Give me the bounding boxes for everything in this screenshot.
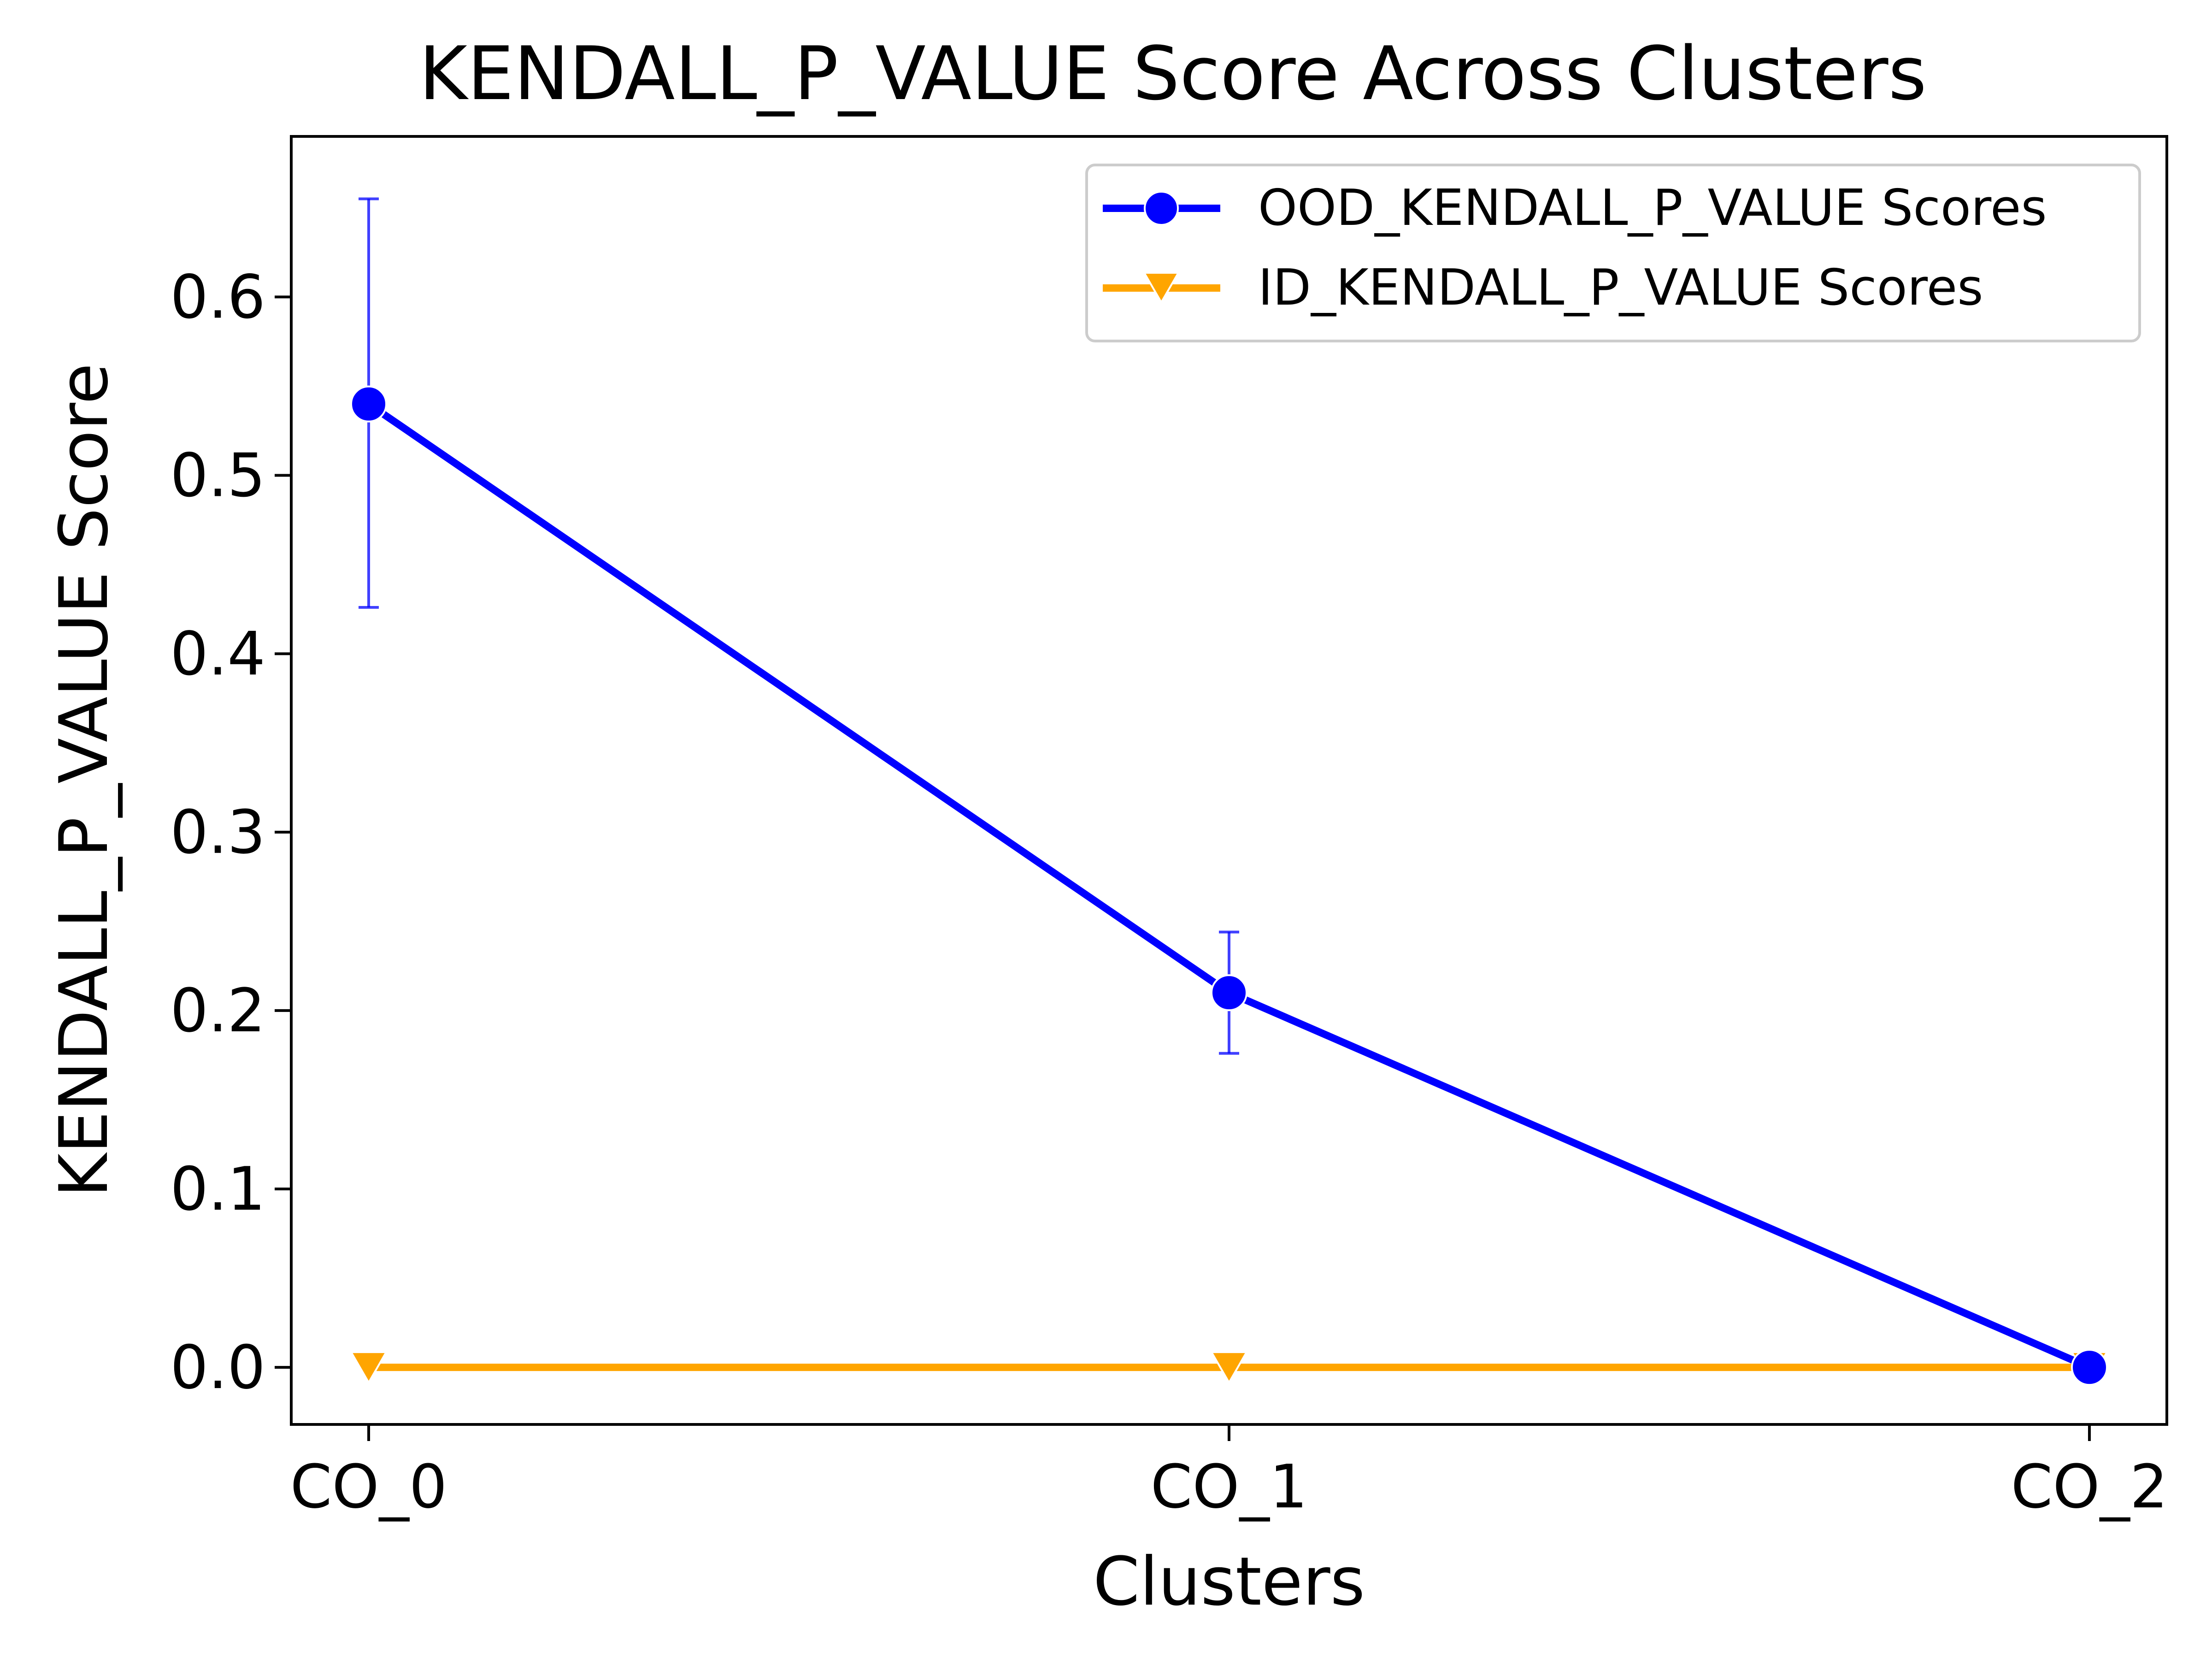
x-axis-label: Clusters: [1093, 1543, 1365, 1621]
chart-title: KENDALL_P_VALUE Score Across Clusters: [419, 30, 1927, 117]
x-tick-label: CO_2: [2011, 1452, 2168, 1522]
data-point-ood-0: [350, 385, 388, 423]
y-tick-label: 0.5: [170, 441, 265, 511]
y-tick-label: 0.4: [170, 619, 265, 689]
legend-swatch-marker-id: [1142, 272, 1180, 304]
y-tick-label: 0.3: [170, 797, 265, 867]
y-tick-label: 0.0: [170, 1332, 265, 1402]
y-tick-label: 0.2: [170, 976, 265, 1046]
x-tick-label: CO_0: [290, 1452, 447, 1522]
plot-area: [349, 197, 2109, 1386]
data-point-ood-2: [2071, 1349, 2108, 1386]
y-tick-label: 0.1: [170, 1154, 265, 1224]
legend-frame: [1085, 164, 2141, 342]
data-point-id-1: [1210, 1351, 1248, 1385]
legend-label-ood: OOD_KENDALL_P_VALUE Scores: [1258, 179, 2047, 237]
y-tick-label: 0.6: [170, 262, 265, 332]
data-point-ood-1: [1211, 974, 1247, 1012]
axis-ticks: 0.0 0.1 0.2 0.3 0.4 0.5 0.6 CO_0 CO_1 CO_2: [170, 262, 2168, 1522]
x-tick-label: CO_1: [1151, 1452, 1308, 1522]
legend-label-id: ID_KENDALL_P_VALUE Scores: [1258, 259, 1983, 317]
data-point-id-0: [349, 1351, 388, 1385]
y-axis-label: KENDALL_P_VALUE Score: [45, 363, 123, 1197]
legend: OOD_KENDALL_P_VALUE Scores ID_KENDALL_P_…: [1085, 164, 2141, 342]
legend-swatch-marker-ood: [1144, 191, 1179, 226]
